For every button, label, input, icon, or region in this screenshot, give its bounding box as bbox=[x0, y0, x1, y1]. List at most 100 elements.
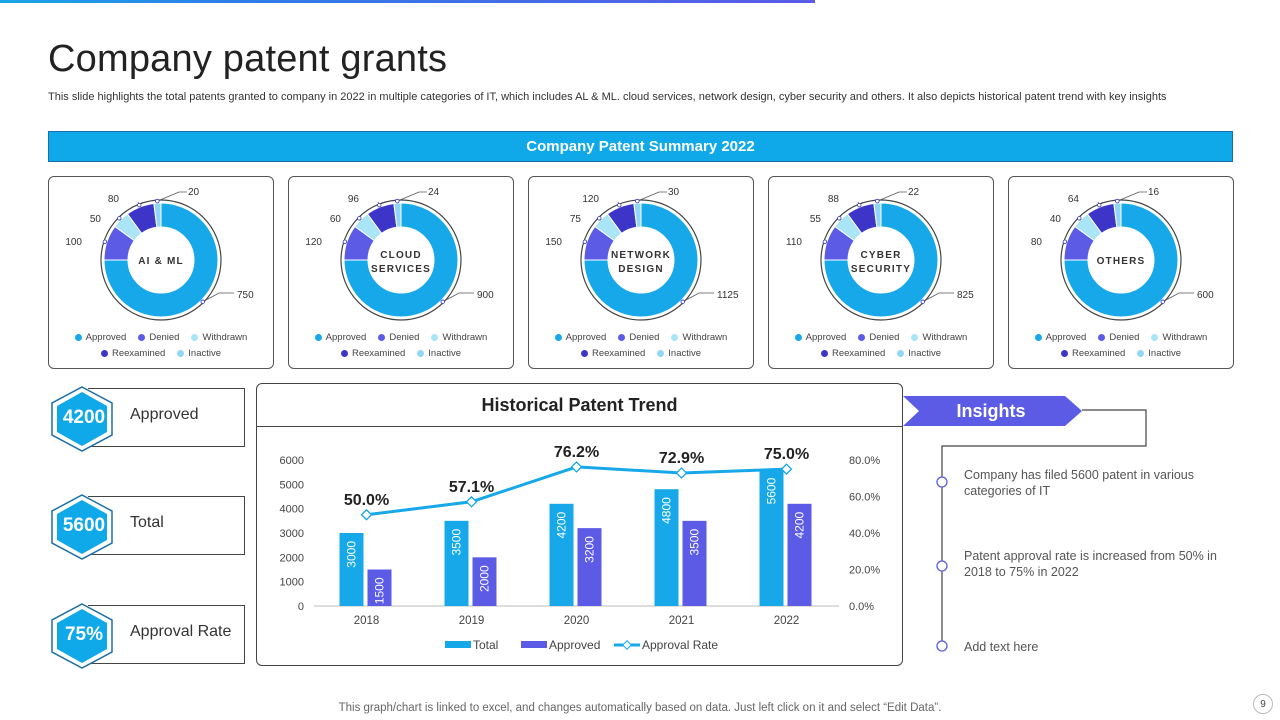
legend-dot-icon bbox=[138, 334, 146, 341]
legend-dot-icon bbox=[340, 350, 348, 357]
donut-slice-approved[interactable] bbox=[823, 202, 939, 318]
donut-slice-approved[interactable] bbox=[343, 202, 459, 318]
donut-value-label: 750 bbox=[237, 290, 254, 301]
insights-title: Insights bbox=[956, 401, 1025, 421]
legend-item: Denied bbox=[858, 332, 899, 343]
bar-value-label: 3000 bbox=[345, 541, 359, 568]
donut-slice-inactive[interactable] bbox=[873, 202, 882, 228]
bar-approved[interactable] bbox=[682, 520, 707, 606]
donut-slice-approved[interactable] bbox=[1063, 202, 1179, 318]
bar-approved[interactable] bbox=[367, 569, 392, 607]
bar-total[interactable] bbox=[654, 489, 679, 606]
y-tick-label: 2000 bbox=[280, 552, 304, 564]
legend-item: Inactive bbox=[657, 348, 701, 359]
donut-slice-inactive[interactable] bbox=[633, 202, 642, 228]
donut-center-label: CLOUD bbox=[380, 250, 422, 261]
legend-label: Denied bbox=[149, 332, 180, 343]
legend-label: Approved bbox=[805, 332, 847, 343]
donut-card[interactable]: AI & ML 750 100 50 80 20 Approved Denied Withdra… bbox=[48, 176, 274, 369]
rate-point[interactable] bbox=[570, 461, 583, 473]
legend-dot-icon bbox=[1098, 334, 1106, 341]
bar-value-label: 3500 bbox=[688, 529, 702, 556]
donut-slice-approved[interactable] bbox=[103, 202, 219, 318]
kpi-label: Approval Rate bbox=[130, 623, 232, 640]
donut-slice-inactive[interactable] bbox=[393, 202, 402, 228]
insight-item: Add text here bbox=[964, 640, 1039, 654]
bar-total[interactable] bbox=[549, 503, 574, 606]
donut-value-label: 16 bbox=[1148, 187, 1160, 198]
rate-point[interactable] bbox=[675, 467, 688, 479]
donut-chart[interactable]: CLOUD SERVICES 900 120 60 96 24 bbox=[289, 177, 515, 327]
chart-title: Historical Patent Trend bbox=[257, 384, 902, 427]
rate-point[interactable] bbox=[780, 463, 793, 475]
legend-label: Withdrawn bbox=[1162, 332, 1208, 343]
legend-label: Withdrawn bbox=[922, 332, 968, 343]
donut-chart[interactable]: AI & ML 750 100 50 80 20 bbox=[49, 177, 275, 327]
y2-tick-label: 40.0% bbox=[849, 528, 880, 540]
y2-tick-label: 20.0% bbox=[849, 565, 880, 577]
legend-item: Approved bbox=[74, 332, 126, 343]
donut-legend: Approved Denied Withdrawn bbox=[769, 332, 993, 343]
legend-label: Withdrawn bbox=[202, 332, 248, 343]
legend-label: Reexamined bbox=[1071, 348, 1126, 359]
donut-value-label: 88 bbox=[828, 194, 840, 205]
y-tick-label: 1000 bbox=[280, 577, 304, 589]
legend-item: Reexamined bbox=[820, 348, 886, 359]
legend-dot-icon bbox=[858, 334, 866, 341]
legend-label: Reexamined bbox=[831, 348, 886, 359]
donut-value-label: 120 bbox=[305, 237, 322, 248]
donut-legend: Reexamined Inactive bbox=[769, 348, 993, 359]
legend-dot-icon bbox=[820, 350, 828, 357]
donut-center-label: OTHERS bbox=[1097, 256, 1146, 267]
bar-total[interactable] bbox=[444, 520, 469, 606]
approval-rate-line[interactable] bbox=[366, 465, 787, 517]
legend-dot-icon bbox=[314, 334, 322, 341]
legend-dot-icon bbox=[1060, 350, 1068, 357]
donut-value-label: 30 bbox=[668, 187, 680, 198]
bar-approved[interactable] bbox=[472, 557, 497, 606]
donut-chart[interactable]: OTHERS 600 80 40 64 16 bbox=[1009, 177, 1235, 327]
donut-card[interactable]: CYBER SECURITY 825 110 55 88 22 Approved Denied W… bbox=[768, 176, 994, 369]
legend-dot-icon bbox=[794, 334, 802, 341]
donut-slice-inactive[interactable] bbox=[153, 202, 162, 228]
legend-dot-icon bbox=[580, 350, 588, 357]
y-tick-label: 4000 bbox=[280, 504, 304, 516]
legend-dot-icon bbox=[100, 350, 108, 357]
legend-item: Reexamined bbox=[100, 348, 165, 359]
bar-total[interactable] bbox=[339, 533, 364, 606]
legend-dot-icon bbox=[1137, 350, 1145, 357]
donut-value-label: 60 bbox=[330, 214, 342, 225]
page-subtitle: This slide highlights the total patents … bbox=[48, 91, 1167, 103]
donut-slice-approved[interactable] bbox=[583, 202, 699, 318]
legend-label: Inactive bbox=[188, 348, 222, 359]
donut-center-label: CYBER bbox=[860, 250, 901, 261]
donut-legend: Approved Denied Withdrawn bbox=[49, 332, 273, 343]
donut-card[interactable]: OTHERS 600 80 40 64 16 Approved Denied Withdrawn… bbox=[1008, 176, 1234, 369]
donut-slice-inactive[interactable] bbox=[1113, 202, 1122, 228]
page-number: 9 bbox=[1253, 694, 1273, 714]
donut-legend: Reexamined Inactive bbox=[1009, 348, 1233, 359]
bar-approved[interactable] bbox=[787, 503, 812, 606]
summary-banner: Company Patent Summary 2022 bbox=[48, 131, 1233, 162]
legend-label: Denied bbox=[869, 332, 900, 343]
bar-approved[interactable] bbox=[577, 528, 602, 606]
legend-item: Approved bbox=[794, 332, 847, 343]
rate-point[interactable] bbox=[465, 495, 478, 508]
legend-item: Denied bbox=[618, 332, 659, 343]
bar-total[interactable] bbox=[759, 469, 784, 606]
donut-card[interactable]: NETWORK DESIGN 1125 150 75 120 30 Approved Denie… bbox=[528, 176, 754, 369]
legend-label: Approved bbox=[549, 638, 600, 652]
donut-chart[interactable]: CYBER SECURITY 825 110 55 88 22 bbox=[769, 177, 995, 327]
donut-value-label: 900 bbox=[477, 290, 494, 301]
rate-point[interactable] bbox=[360, 508, 373, 521]
donut-value-label: 20 bbox=[188, 187, 200, 198]
insights-connector bbox=[941, 409, 1147, 648]
donut-card[interactable]: CLOUD SERVICES 900 120 60 96 24 Approved Denied W… bbox=[288, 176, 514, 369]
legend-item: Reexamined bbox=[340, 348, 405, 359]
trend-chart-card[interactable]: Historical Patent Trend 0 1000 2000 3000 400… bbox=[256, 383, 903, 666]
donut-value-label: 96 bbox=[348, 194, 360, 205]
trend-chart[interactable]: 0 1000 2000 3000 4000 5000 6000 0.0% 20.0% 40.0% 6… bbox=[257, 384, 904, 667]
donut-value-label: 24 bbox=[428, 187, 440, 198]
kpi-value: 75% bbox=[64, 624, 104, 645]
